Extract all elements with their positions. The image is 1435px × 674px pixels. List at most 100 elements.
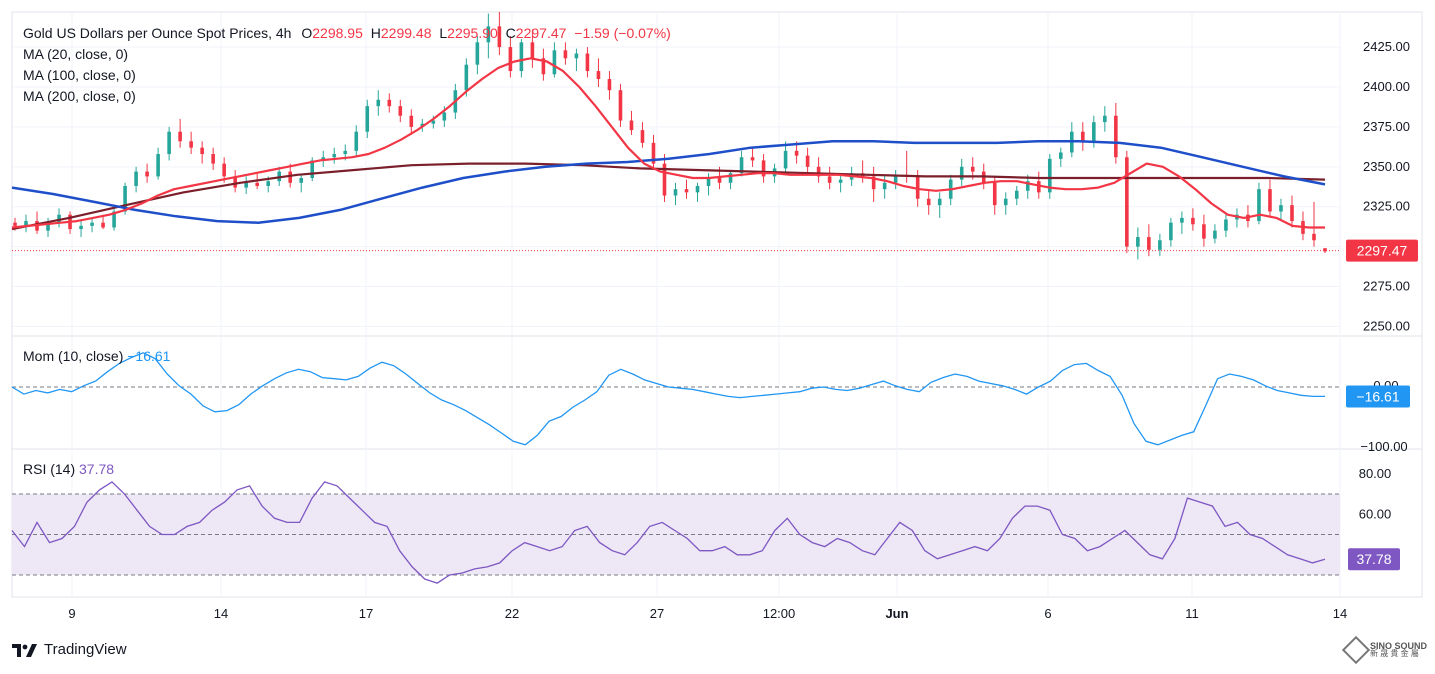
candle-body xyxy=(222,163,226,177)
candle-body xyxy=(233,176,237,188)
ma20-legend[interactable]: MA (20, close, 0) xyxy=(23,46,129,62)
candle-body xyxy=(1136,237,1140,247)
ma100-line xyxy=(11,140,1326,224)
candle-body xyxy=(365,106,370,132)
candle-body xyxy=(574,53,579,59)
candle-body xyxy=(530,42,535,59)
candle-body xyxy=(387,99,392,107)
candle-body xyxy=(1114,115,1118,158)
candle-body xyxy=(1103,115,1107,123)
tradingview-logo-text: TradingView xyxy=(44,641,127,658)
candle-body xyxy=(684,189,689,193)
candle-body xyxy=(1312,233,1316,241)
ma200-legend[interactable]: MA (200, close, 0) xyxy=(23,88,136,104)
candle-body xyxy=(464,64,469,91)
candle-body xyxy=(145,171,149,177)
candle-body xyxy=(90,222,94,226)
candle-body xyxy=(57,214,61,223)
candle-body xyxy=(706,177,711,186)
candle-body xyxy=(79,225,83,230)
candle-body xyxy=(376,99,381,107)
candle-body xyxy=(343,150,348,155)
candle-body xyxy=(1047,158,1052,193)
candle-body xyxy=(893,174,898,183)
candle-body xyxy=(1081,131,1085,142)
candle-body xyxy=(200,147,204,155)
watermark-line1: SINO SOUND xyxy=(1369,641,1427,651)
candle-body xyxy=(717,177,722,183)
x-tick-label: 9 xyxy=(68,606,75,621)
candle-body xyxy=(167,131,171,155)
price-tick-label: 2350.00 xyxy=(1363,159,1410,174)
candle-body xyxy=(926,198,931,206)
candle-body xyxy=(1224,219,1228,231)
candle-body xyxy=(486,26,491,43)
candle-body xyxy=(1092,122,1096,142)
candle-body xyxy=(750,157,755,161)
candle-body xyxy=(827,176,832,183)
candle-body xyxy=(1180,217,1184,223)
low-value: 2295.90 xyxy=(447,25,498,41)
candle-body xyxy=(255,182,259,186)
candle-body xyxy=(728,173,733,183)
mom-legend[interactable]: Mom (10, close) −16.61 xyxy=(23,346,170,367)
change-value: −1.59 (−0.07%) xyxy=(574,25,671,41)
candle-body xyxy=(475,42,480,65)
candle-body xyxy=(970,166,975,172)
candle-body xyxy=(816,166,821,177)
candle-body xyxy=(673,189,678,196)
price-tick-label: 2375.00 xyxy=(1363,119,1410,134)
ma100-legend[interactable]: MA (100, close, 0) xyxy=(23,67,136,83)
candle-body xyxy=(992,182,997,206)
last-price-tag xyxy=(1346,239,1418,262)
candle-body xyxy=(398,106,403,116)
price-tick-label: 2425.00 xyxy=(1363,39,1410,54)
x-tick-label: 14 xyxy=(1333,606,1347,621)
candle-body xyxy=(662,163,667,196)
candle-body xyxy=(596,71,601,80)
x-tick-label: 17 xyxy=(359,606,373,621)
header-legend: Gold US Dollars per Ounce Spot Prices, 4… xyxy=(23,23,671,44)
x-tick-label: 11 xyxy=(1185,606,1199,621)
mom-line xyxy=(11,352,1325,446)
candle-body xyxy=(189,141,193,148)
rsi-label: RSI (14) xyxy=(23,461,76,477)
candle-body xyxy=(871,176,876,190)
rsi-legend[interactable]: RSI (14) 37.78 xyxy=(23,459,114,480)
candle-body xyxy=(1158,240,1162,250)
candle-body xyxy=(1014,190,1019,199)
candle-body xyxy=(1036,181,1041,193)
rsi-value-tag xyxy=(1348,548,1400,571)
candle-body xyxy=(838,179,843,183)
candle-body xyxy=(332,154,337,158)
candle-body xyxy=(959,166,964,180)
candle-body xyxy=(1213,230,1217,239)
candle-body xyxy=(783,150,788,169)
rsi-tick-label: 80.00 xyxy=(1359,466,1392,481)
ma200-line xyxy=(11,162,1326,231)
x-tick-label: 22 xyxy=(505,606,519,621)
candle-body xyxy=(321,157,326,161)
candle-body xyxy=(1257,189,1261,222)
tradingview-logo[interactable]: TradingView xyxy=(12,641,127,658)
candle-body xyxy=(156,154,160,177)
candle-body xyxy=(739,157,744,174)
candle-body xyxy=(695,185,700,193)
mom-value-tag xyxy=(1346,385,1410,408)
candle-body xyxy=(805,155,810,167)
candle-body xyxy=(508,47,513,72)
rsi-line xyxy=(11,481,1326,584)
high-label: H xyxy=(370,25,381,41)
x-tick-label: 6 xyxy=(1044,606,1051,621)
candle-body xyxy=(1169,222,1173,241)
candle-body xyxy=(519,42,524,72)
candle-body xyxy=(794,150,799,156)
x-tick-label: 12:00 xyxy=(763,606,796,621)
candle-body xyxy=(299,177,304,183)
candle-body xyxy=(178,131,182,142)
candle-body xyxy=(1147,237,1151,250)
candle-body xyxy=(1323,248,1327,252)
candle-body xyxy=(629,120,634,131)
candle-body xyxy=(13,222,17,226)
candle-body xyxy=(1202,224,1206,239)
